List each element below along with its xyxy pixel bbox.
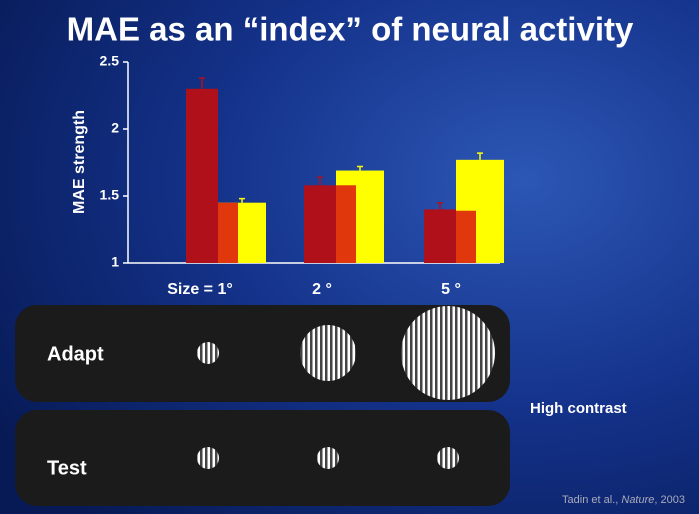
y-tick-label: 1 — [111, 254, 119, 270]
adapt-panel — [15, 305, 510, 402]
citation-authors: Tadin et al., — [562, 494, 621, 506]
grating — [300, 325, 356, 381]
error-bar — [199, 77, 205, 89]
error-bar — [437, 201, 443, 210]
bar — [424, 209, 456, 263]
grating — [317, 447, 339, 469]
y-tick-label: 2 — [111, 120, 119, 136]
error-bar — [317, 176, 323, 186]
panel-label: Test — [47, 457, 87, 479]
y-tick-label: 1.5 — [100, 187, 120, 203]
bar — [456, 210, 476, 263]
y-tick-label: 2.5 — [100, 53, 120, 69]
x-tick-label: 2 ° — [312, 281, 332, 298]
x-tick-label: Size = 1° — [167, 281, 233, 298]
grating — [401, 306, 495, 400]
grating — [437, 447, 459, 469]
x-tick-label: 5 ° — [441, 281, 461, 298]
grating — [197, 342, 219, 364]
grating — [197, 447, 219, 469]
panel-label: Adapt — [47, 343, 104, 365]
test-panel — [15, 410, 510, 506]
y-axis-label: MAE strength — [71, 110, 88, 214]
chart-title: MAE as an “index” of neural activity — [67, 11, 634, 48]
bar — [186, 88, 218, 263]
bar — [218, 202, 238, 263]
bar — [304, 185, 336, 263]
note: High contrast — [530, 400, 627, 417]
error-bar — [477, 152, 483, 160]
error-bar — [239, 197, 245, 203]
bar — [336, 185, 356, 263]
citation-year: , 2003 — [654, 494, 685, 506]
citation: Tadin et al., Nature, 2003 — [562, 494, 685, 506]
error-bar — [357, 165, 363, 171]
citation-journal: Nature — [621, 494, 654, 506]
